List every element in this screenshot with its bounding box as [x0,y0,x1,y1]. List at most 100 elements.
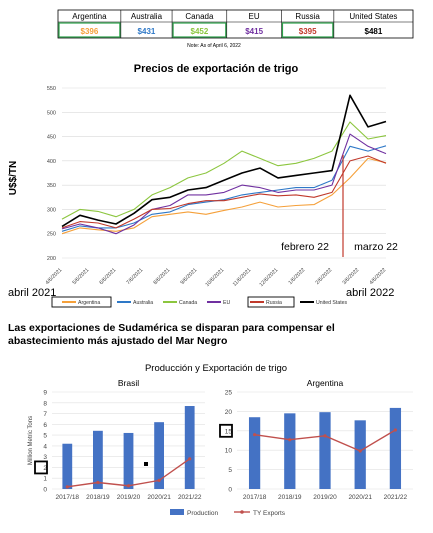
exports-point [65,485,69,489]
production-bar [184,406,195,489]
y-tick-label: 300 [47,207,56,213]
x-tick-label: 9/6/2021 [180,267,199,286]
table-value-cell: $396 [81,27,99,36]
production-bar [154,422,164,489]
series-line [61,155,387,229]
x-tick-label: 2019/20 [313,494,337,501]
exports-point [288,438,292,442]
series-line [61,94,387,228]
brasil-chart: Brasil 0 1 2 3 4 5 6 7 8 9 2017/18 2018/19 2019/20 202… [28,378,205,501]
y-tick-label: 250 [47,232,56,238]
legend-label: Russia [266,300,282,306]
exports-point [126,484,131,488]
table-highlight-box [281,22,334,38]
mar-label: marzo 22 [354,241,398,253]
y-tick-label: 20 [225,409,233,416]
table-highlight-box [58,22,121,38]
x-tick-label: 2020/21 [348,494,372,501]
table-header-cell: EU [249,12,260,21]
section-heading-line1: Las exportaciones de Sudamérica se dispa… [8,322,335,334]
legend-swatch-production [170,509,184,515]
y-tick-label: 4 [43,443,47,450]
end-label: abril 2022 [346,287,394,299]
y-tick-label: 3 [43,454,47,461]
legend-label: United States [316,300,348,306]
x-tick-label: 2017/18 [243,494,267,501]
y-tick-label: 9 [43,390,47,397]
line-chart-ylabel: U$$/TN [8,161,19,195]
feb-label: febrero 22 [281,241,329,253]
legend-point-exports [240,510,244,514]
production-bar [354,420,366,489]
exports-point [157,478,161,482]
argentina-chart: Argentina 0 5 10 15 20 25 2017/18 2018/19 2019/20… [219,378,413,501]
line-chart-x-ticks: 4/6/2021 5/6/2021 6/6/2021 7/6/2021 8/6/2021… [45,267,388,288]
legend-label: Argentina [78,300,100,306]
x-tick-label: 4/6/2022 [369,267,388,286]
table-value-cell: $452 [191,27,209,36]
production-bar [62,443,73,489]
section-heading-line2: abastecimiento más ajustado del Mar Negr… [8,335,227,347]
x-tick-label: 8/6/2021 [153,267,172,286]
y-tick-label: 5 [43,433,47,440]
x-tick-label: 7/6/2021 [126,267,145,286]
table-header-cell: United States [349,12,397,21]
x-tick-label: 2020/21 [147,494,171,501]
x-tick-label: 2018/19 [278,494,302,501]
series-line [61,157,387,235]
y-tick-label: 450 [47,135,56,141]
x-tick-label: 2018/19 [86,494,110,501]
table-value-cell: $481 [365,27,383,36]
exports-point [96,480,100,485]
exports-point [358,449,362,453]
legend-box-argentina [51,296,112,308]
line-chart-series [61,94,387,235]
x-tick-label: 11/6/2021 [232,267,253,288]
y-tick-label: 8 [43,400,47,407]
series-line [61,145,387,232]
table-value-cell: $395 [299,27,317,36]
chart-title: Argentina [307,378,344,388]
exports-point [323,434,327,438]
y-tick-label: 7 [43,411,47,418]
line-chart-legend: Argentina Australia Canada EU Russia United S… [51,296,348,308]
production-bar [284,413,296,489]
production-bar [93,430,103,489]
legend-label: Canada [179,300,197,306]
y-tick-label: 350 [47,183,56,189]
x-tick-label: 4/6/2021 [45,267,64,286]
table-value-cell: $415 [245,27,263,36]
chart-title: Brasil [118,378,139,388]
exports-point [393,428,397,432]
line-chart-y-ticks: 200 250 300 350 400 450 500 550 [47,86,56,262]
legend-label-production: Production [187,510,218,517]
small-charts-header: Producción y Exportación de trigo [145,363,287,374]
tick-highlight-box [34,460,48,475]
y-tick-label: 6 [43,422,47,429]
y-tick-label: 550 [47,86,56,92]
x-tick-label: 2/6/2022 [315,267,334,286]
exports-point [188,457,192,461]
x-tick-label: 3/6/2022 [342,267,361,286]
line-chart-title: Precios de exportación de trigo [134,63,299,75]
table-note: Note: As of April 6, 2022 [187,43,241,49]
y-axis-label: Million Metric Tons [28,416,34,465]
legend-label: EU [223,300,230,306]
production-bar [319,412,331,489]
x-tick-label: 5/6/2021 [72,267,91,286]
x-tick-label: 2019/20 [117,494,141,501]
x-tick-label: 10/6/2021 [204,267,225,288]
table-header-cell: Canada [185,12,214,21]
y-tick-label: 500 [47,110,56,116]
y-tick-label: 25 [225,390,233,397]
marker-square [144,462,148,466]
y-tick-label: 0 [228,487,232,494]
y-tick-label: 2 [43,465,47,472]
table-header-cell: Argentina [72,12,107,21]
x-tick-label: 6/6/2021 [99,267,118,286]
y-tick-label: 5 [228,467,232,474]
series-line [61,133,387,235]
y-tick-label: 0 [43,487,47,494]
production-bar [123,432,134,489]
